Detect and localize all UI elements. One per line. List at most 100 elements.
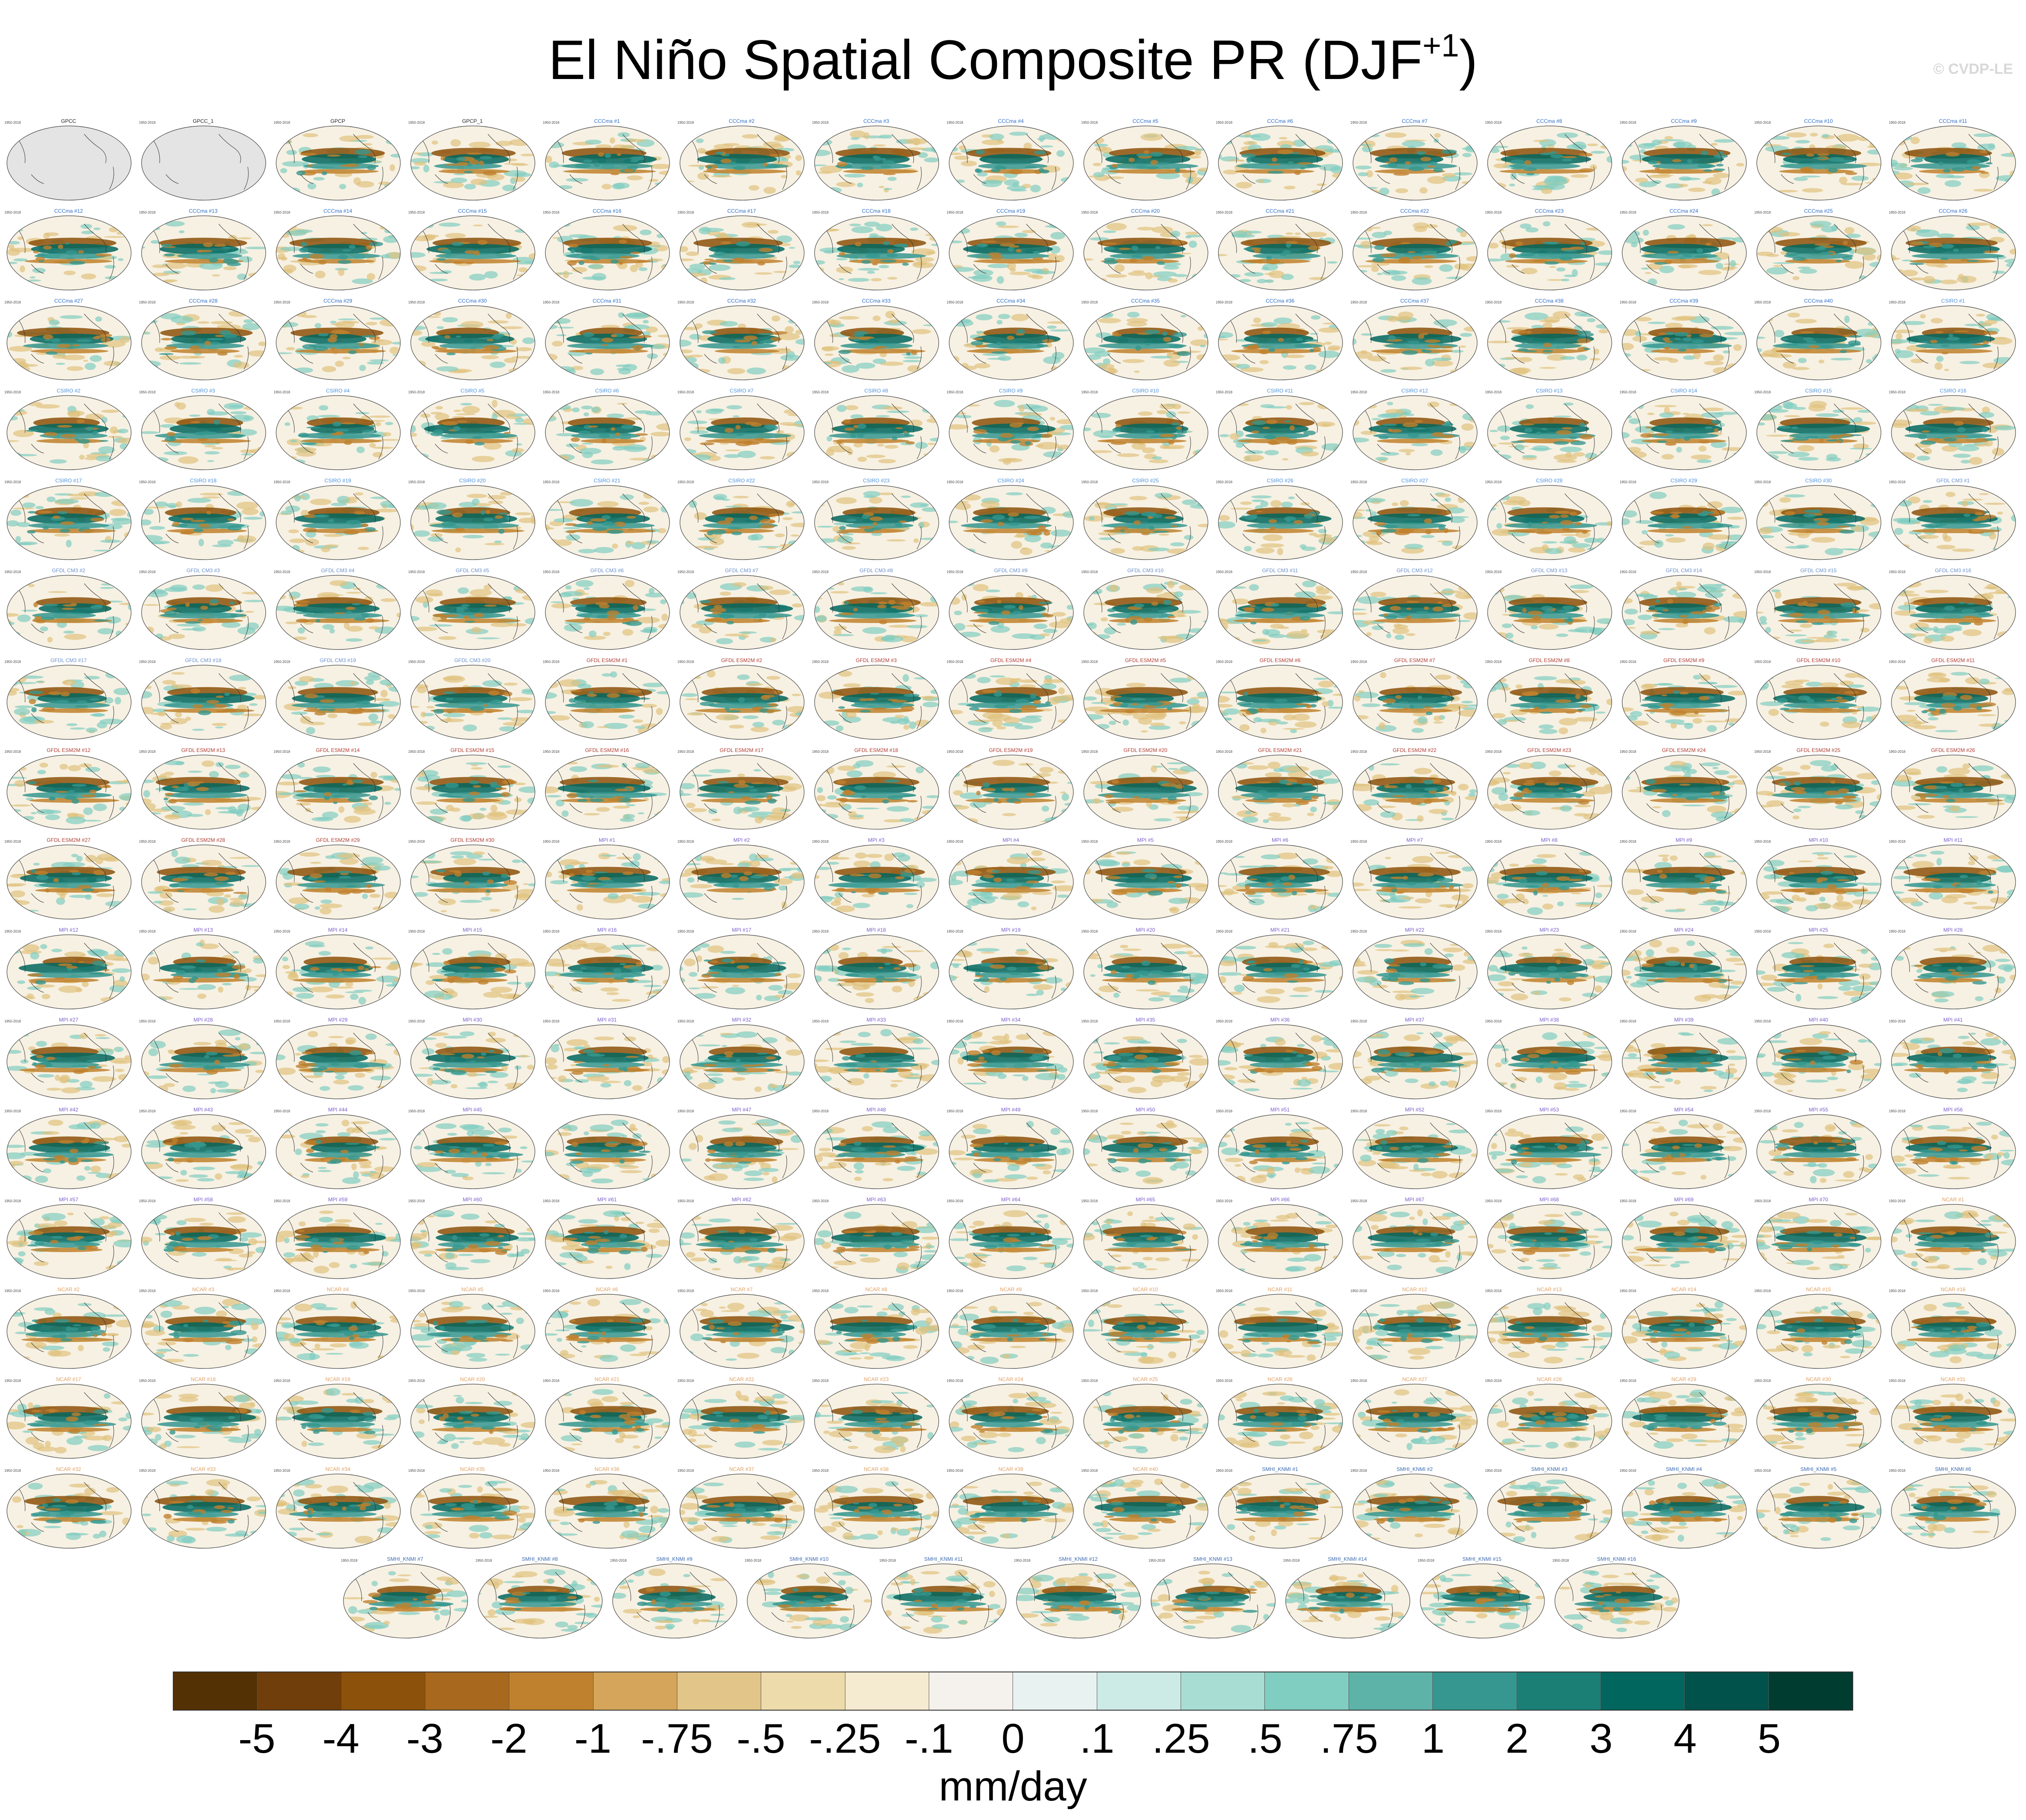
- map-panel-graphic: [1083, 485, 1208, 560]
- panel-year-range: 1950-2018: [1216, 1199, 1233, 1203]
- map-panel: GFDL CM3 #3 1950-2018: [138, 567, 268, 653]
- panel-year-range: 1950-2018: [543, 121, 560, 125]
- panel-title: MPI #4: [1002, 837, 1019, 843]
- panel-year-range: 1950-2018: [812, 1109, 829, 1113]
- panel-title: CCCma #34: [996, 298, 1026, 304]
- map-panel-graphic: [1554, 1563, 1680, 1639]
- map-panel-graphic: [545, 395, 670, 470]
- panel-year-range: 1950-2018: [812, 390, 829, 394]
- panel-year-range: 1950-2018: [274, 300, 290, 304]
- map-panel-graphic: [814, 125, 939, 201]
- map-panel: NCAR #3 1950-2018: [138, 1286, 268, 1372]
- colorbar-tick-label: -2: [490, 1715, 528, 1762]
- map-panel: MPI #20 1950-2018: [1080, 926, 1211, 1013]
- map-panel-graphic: [141, 215, 266, 290]
- panel-year-range: 1950-2018: [543, 1019, 560, 1023]
- map-panel-graphic: [141, 934, 266, 1009]
- colorbar-tick-label: .25: [1152, 1715, 1210, 1762]
- map-panel: NCAR #25 1950-2018: [1080, 1375, 1211, 1462]
- map-panel-graphic: [1891, 395, 2016, 470]
- map-panel-graphic: [1218, 305, 1343, 380]
- panel-title: MPI #50: [1135, 1107, 1155, 1113]
- panel-year-range: 1950-2018: [274, 121, 290, 125]
- map-panel-graphic: [949, 1294, 1074, 1369]
- map-panel: MPI #18 1950-2018: [811, 926, 941, 1013]
- panel-title: MPI #67: [1405, 1197, 1425, 1203]
- panel-year-range: 1950-2018: [408, 211, 425, 214]
- map-panel: MPI #12 1950-2018: [3, 926, 134, 1013]
- colorbar-swatch: [677, 1672, 761, 1710]
- map-panel-graphic: [1487, 755, 1612, 830]
- panel-title: GFDL CM3 #12: [1396, 567, 1433, 574]
- panel-year-range: 1950-2018: [274, 1109, 290, 1113]
- panel-year-range: 1950-2018: [947, 1289, 964, 1293]
- map-panel-graphic: [680, 1204, 805, 1279]
- map-panel: MPI #14 1950-2018: [273, 926, 403, 1013]
- panel-title: CSIRO #7: [729, 388, 754, 394]
- map-panel-graphic: [1353, 934, 1478, 1009]
- map-panel: GFDL CM3 #20 1950-2018: [407, 656, 538, 743]
- colorbar-tick-label: 1: [1421, 1715, 1445, 1762]
- map-panel: SMHI_KNMI #4 1950-2018: [1619, 1465, 1749, 1552]
- panel-year-range: 1950-2018: [139, 750, 156, 754]
- map-panel-graphic: [1083, 755, 1208, 830]
- map-panel: MPI #10 1950-2018: [1753, 836, 1884, 923]
- panel-title: MPI #14: [328, 927, 348, 933]
- map-panel-graphic: [1218, 1204, 1343, 1279]
- panel-year-range: 1950-2018: [543, 750, 560, 754]
- panel-year-range: 1950-2018: [4, 660, 21, 664]
- panel-title: SMHI_KNMI #2: [1396, 1466, 1433, 1472]
- panel-title: GFDL ESM2M #23: [1527, 747, 1571, 753]
- panel-title: NCAR #38: [864, 1466, 889, 1472]
- map-panel-graphic: [545, 934, 670, 1009]
- panel-title: NCAR #26: [1267, 1376, 1293, 1382]
- panel-year-range: 1950-2018: [139, 1469, 156, 1473]
- panel-year-range: 1950-2018: [1620, 211, 1637, 214]
- map-panel: CSIRO #20 1950-2018: [407, 477, 538, 564]
- map-panel-graphic: [1083, 665, 1208, 740]
- map-panel: NCAR #22 1950-2018: [676, 1375, 807, 1462]
- panel-title: GFDL CM3 #9: [994, 567, 1028, 574]
- map-panel: CSIRO #2 1950-2018: [3, 387, 134, 474]
- panel-year-range: 1950-2018: [1889, 1019, 1906, 1023]
- panel-title: GFDL ESM2M #18: [854, 747, 898, 753]
- panel-year-range: 1950-2018: [543, 480, 560, 484]
- panel-year-range: 1950-2018: [1754, 390, 1771, 394]
- map-panel-graphic: [276, 485, 401, 560]
- map-panel: MPI #43 1950-2018: [138, 1106, 268, 1193]
- map-panel-graphic: [814, 575, 939, 650]
- map-panel: GFDL ESM2M #1 1950-2018: [542, 656, 672, 743]
- map-panel-graphic: [1622, 215, 1747, 290]
- panel-year-range: 1950-2018: [1216, 1469, 1233, 1473]
- panel-year-range: 1950-2018: [139, 211, 156, 214]
- panel-title: MPI #2: [733, 837, 750, 843]
- panel-year-range: 1950-2018: [1620, 750, 1637, 754]
- map-panel-graphic: [680, 575, 805, 650]
- panel-title: MPI #3: [868, 837, 884, 843]
- map-panel-graphic: [1353, 1024, 1478, 1099]
- map-panel-graphic: [814, 1204, 939, 1279]
- panel-title: MPI #66: [1270, 1197, 1290, 1203]
- map-panel-graphic: [1487, 575, 1612, 650]
- map-panel: CSIRO #18 1950-2018: [138, 477, 268, 564]
- map-panel-graphic: [545, 1294, 670, 1369]
- panel-year-range: 1950-2018: [274, 211, 290, 214]
- panel-title: SMHI_KNMI #9: [656, 1556, 693, 1562]
- panel-title: MPI #60: [462, 1197, 482, 1203]
- map-panel-graphic: [545, 1204, 670, 1279]
- map-panel: NCAR #31 1950-2018: [1888, 1375, 2018, 1462]
- panel-year-range: 1950-2018: [4, 1199, 21, 1203]
- panel-title: MPI #28: [193, 1017, 213, 1023]
- map-panel-graphic: [7, 1294, 132, 1369]
- map-panel-graphic: [7, 215, 132, 290]
- panel-year-range: 1950-2018: [274, 840, 290, 844]
- map-panel: SMHI_KNMI #12 1950-2018: [1013, 1555, 1143, 1642]
- map-panel-graphic: [1218, 395, 1343, 470]
- map-panel: GFDL CM3 #17 1950-2018: [3, 656, 134, 743]
- panel-year-range: 1950-2018: [1889, 211, 1906, 214]
- map-panel: NCAR #4 1950-2018: [273, 1286, 403, 1372]
- panel-title: NCAR #8: [865, 1286, 888, 1292]
- panel-year-range: 1950-2018: [1620, 840, 1637, 844]
- map-panel: CCCma #23 1950-2018: [1484, 207, 1614, 294]
- map-panel-graphic: [1487, 934, 1612, 1009]
